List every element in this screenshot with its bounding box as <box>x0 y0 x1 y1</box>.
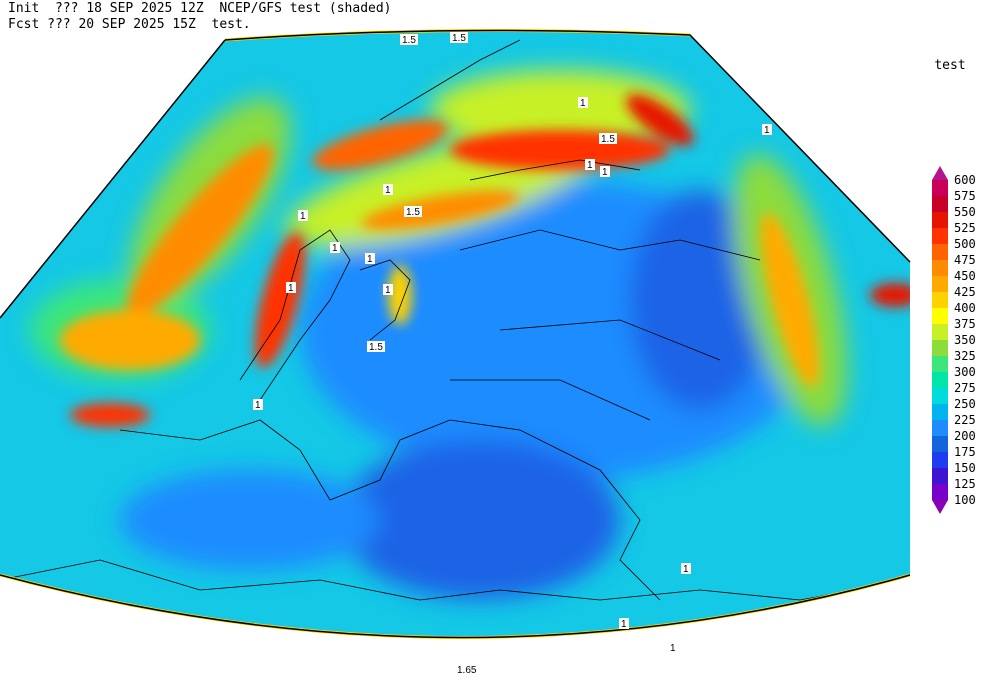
colorbar-swatch <box>932 388 948 404</box>
colorbar-label: 600 <box>954 173 976 187</box>
colorbar-label: 475 <box>954 253 976 267</box>
contour-label-bg <box>450 32 468 43</box>
contour-label: 1 <box>602 167 608 178</box>
contour-label-bg <box>400 34 418 45</box>
colorbar-label: 200 <box>954 429 976 443</box>
map-edge <box>0 29 911 639</box>
colorbar-label: 250 <box>954 397 976 411</box>
contour-label-bg <box>383 184 393 195</box>
colorbar-swatch <box>932 340 948 356</box>
colorbar-label: 525 <box>954 221 976 235</box>
coastlines <box>0 39 910 601</box>
contour-label-bg <box>367 341 385 352</box>
contour-label: 1.5 <box>402 35 416 46</box>
contour-label-bg <box>600 166 610 177</box>
contour-label: 1 <box>385 285 391 296</box>
colorbar-swatch <box>932 276 948 292</box>
contour-label: 1.5 <box>406 207 420 218</box>
contour-label: 1 <box>621 619 627 630</box>
colorbar-label: 175 <box>954 445 976 459</box>
contour-label: 1 <box>255 400 261 411</box>
contour-label-bg <box>404 206 422 217</box>
contour-label: 1 <box>332 243 338 254</box>
contour-label-bg <box>668 642 678 653</box>
contour-label-bg <box>619 618 629 629</box>
contour-label: 1 <box>300 211 306 222</box>
colorbar-swatch <box>932 228 948 244</box>
contour-label-bg <box>330 242 340 253</box>
contour-label: 1.65 <box>457 665 477 676</box>
contour-label-bg <box>286 282 296 293</box>
colorbar-swatch <box>932 244 948 260</box>
contour-label: 1.5 <box>601 134 615 145</box>
colorbar-label: 350 <box>954 333 976 347</box>
colorbar-label: 425 <box>954 285 976 299</box>
colorbar-label: 325 <box>954 349 976 363</box>
contour-label-bg <box>599 133 617 144</box>
contour-label-bg <box>455 664 477 675</box>
colorbar-swatch <box>932 484 948 500</box>
colorbar-label: 150 <box>954 461 976 475</box>
contour-label: 1 <box>670 643 676 654</box>
colorbar-label: 100 <box>954 493 976 507</box>
colorbar-swatch <box>932 404 948 420</box>
colorbar-swatch <box>932 292 948 308</box>
contour-label-bg <box>365 253 375 264</box>
colorbar-swatch <box>932 468 948 484</box>
colorbar-label: 375 <box>954 317 976 331</box>
colorbar-label: 550 <box>954 205 976 219</box>
contour-label-bg <box>585 159 595 170</box>
contour-label-bg <box>298 210 308 221</box>
colorbar: 100 125 150 175 200 225 250 275 300 325 350 375 400 4… <box>932 166 976 514</box>
colorbar-swatch <box>932 196 948 212</box>
contour-label-bg <box>681 563 691 574</box>
colorbar-arrow-high <box>932 166 948 180</box>
contour-label: 1 <box>580 98 586 109</box>
colorbar-label: 300 <box>954 365 976 379</box>
colorbar-swatch <box>932 212 948 228</box>
colorbar-swatch <box>932 452 948 468</box>
colorbar-swatch <box>932 324 948 340</box>
contour-label: 1 <box>764 125 770 136</box>
contour-label-bg <box>578 97 588 108</box>
contour-label: 1 <box>367 254 373 265</box>
colorbar-swatch <box>932 308 948 324</box>
colorbar-swatch <box>932 436 948 452</box>
colorbar-label: 125 <box>954 477 976 491</box>
legend-title: test <box>934 58 965 73</box>
header-line: Fcst ??? 20 SEP 2025 15Z test. <box>8 17 251 32</box>
colorbar-label: 400 <box>954 301 976 315</box>
colorbar-label: 575 <box>954 189 976 203</box>
contour-label: 1 <box>288 283 294 294</box>
contour-label-bg <box>383 284 393 295</box>
contour-label-bg <box>762 124 772 135</box>
contour-label: 1.5 <box>452 33 466 44</box>
contour-label: 1 <box>587 160 593 171</box>
colorbar-arrow-low <box>932 500 948 514</box>
colorbar-swatch <box>932 420 948 436</box>
colorbar-swatch <box>932 180 948 196</box>
contour-label-bg <box>253 399 263 410</box>
colorbar-label: 450 <box>954 269 976 283</box>
colorbar-swatch <box>932 260 948 276</box>
colorbar-swatch <box>932 356 948 372</box>
header-line: Init ??? 18 SEP 2025 12Z NCEP/GFS test (… <box>8 1 392 16</box>
contour-label: 1.5 <box>369 342 383 353</box>
contour-label: 1 <box>385 185 391 196</box>
colorbar-label: 500 <box>954 237 976 251</box>
colorbar-label: 275 <box>954 381 976 395</box>
colorbar-swatch <box>932 372 948 388</box>
contour-label: 1 <box>683 564 689 575</box>
colorbar-label: 225 <box>954 413 976 427</box>
